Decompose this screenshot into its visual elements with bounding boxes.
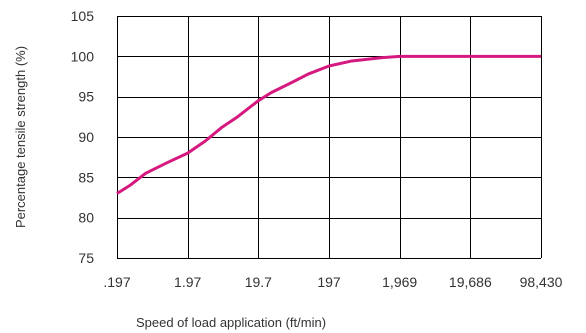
y-tick-label: 100 <box>71 48 95 64</box>
y-axis-ticks: 75 80 85 90 95 100 105 <box>71 8 95 266</box>
series-layer <box>116 54 541 195</box>
series-line <box>116 54 541 195</box>
y-tick-label: 105 <box>71 8 95 24</box>
x-tick-label: 19.7 <box>245 274 272 290</box>
y-tick-label: 75 <box>78 250 94 266</box>
x-tick-label: .197 <box>103 274 130 290</box>
x-tick-label: 19,686 <box>449 274 492 290</box>
y-tick-label: 80 <box>78 210 94 226</box>
grid <box>117 16 542 259</box>
y-tick-label: 90 <box>78 129 94 145</box>
x-axis-label: Speed of load application (ft/min) <box>136 315 326 330</box>
y-tick-label: 95 <box>78 89 94 105</box>
y-tick-label: 85 <box>78 169 94 185</box>
x-tick-label: 1,969 <box>382 274 417 290</box>
x-tick-label: 1.97 <box>174 274 201 290</box>
x-tick-label: 98,430 <box>520 274 563 290</box>
x-tick-label: 197 <box>317 274 341 290</box>
y-axis-label: Percentage tensile strength (%) <box>13 46 28 228</box>
x-axis-ticks: .197 1.97 19.7 197 1,969 19,686 98,430 <box>103 274 562 290</box>
